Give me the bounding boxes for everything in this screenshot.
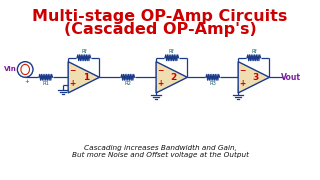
Polygon shape <box>238 62 269 93</box>
Text: Rf: Rf <box>81 49 86 54</box>
Text: R3: R3 <box>209 81 216 86</box>
Polygon shape <box>68 62 100 93</box>
Polygon shape <box>156 62 187 93</box>
Text: −: − <box>69 66 75 75</box>
Text: 1: 1 <box>83 73 89 82</box>
Text: Cascading increases Bandwidth and Gain,
But more Noise and Offset voltage at the: Cascading increases Bandwidth and Gain, … <box>71 145 249 158</box>
Text: +: + <box>239 79 245 88</box>
Text: 2: 2 <box>171 73 177 82</box>
Text: +: + <box>25 79 29 84</box>
Text: Rf: Rf <box>251 49 257 54</box>
Text: +: + <box>69 79 75 88</box>
Circle shape <box>17 62 33 77</box>
Text: Multi-stage OP-Amp Circuits: Multi-stage OP-Amp Circuits <box>32 9 288 24</box>
Text: (Cascaded OP-Amp's): (Cascaded OP-Amp's) <box>64 22 256 37</box>
Text: Rf: Rf <box>169 49 174 54</box>
Text: −: − <box>157 66 163 75</box>
Text: +: + <box>157 79 163 88</box>
Text: 3: 3 <box>252 73 259 82</box>
Text: Vout: Vout <box>281 73 301 82</box>
Text: −: − <box>239 66 245 75</box>
Text: R1: R1 <box>42 81 49 86</box>
Text: R2: R2 <box>124 81 131 86</box>
Text: Vin: Vin <box>4 66 16 71</box>
